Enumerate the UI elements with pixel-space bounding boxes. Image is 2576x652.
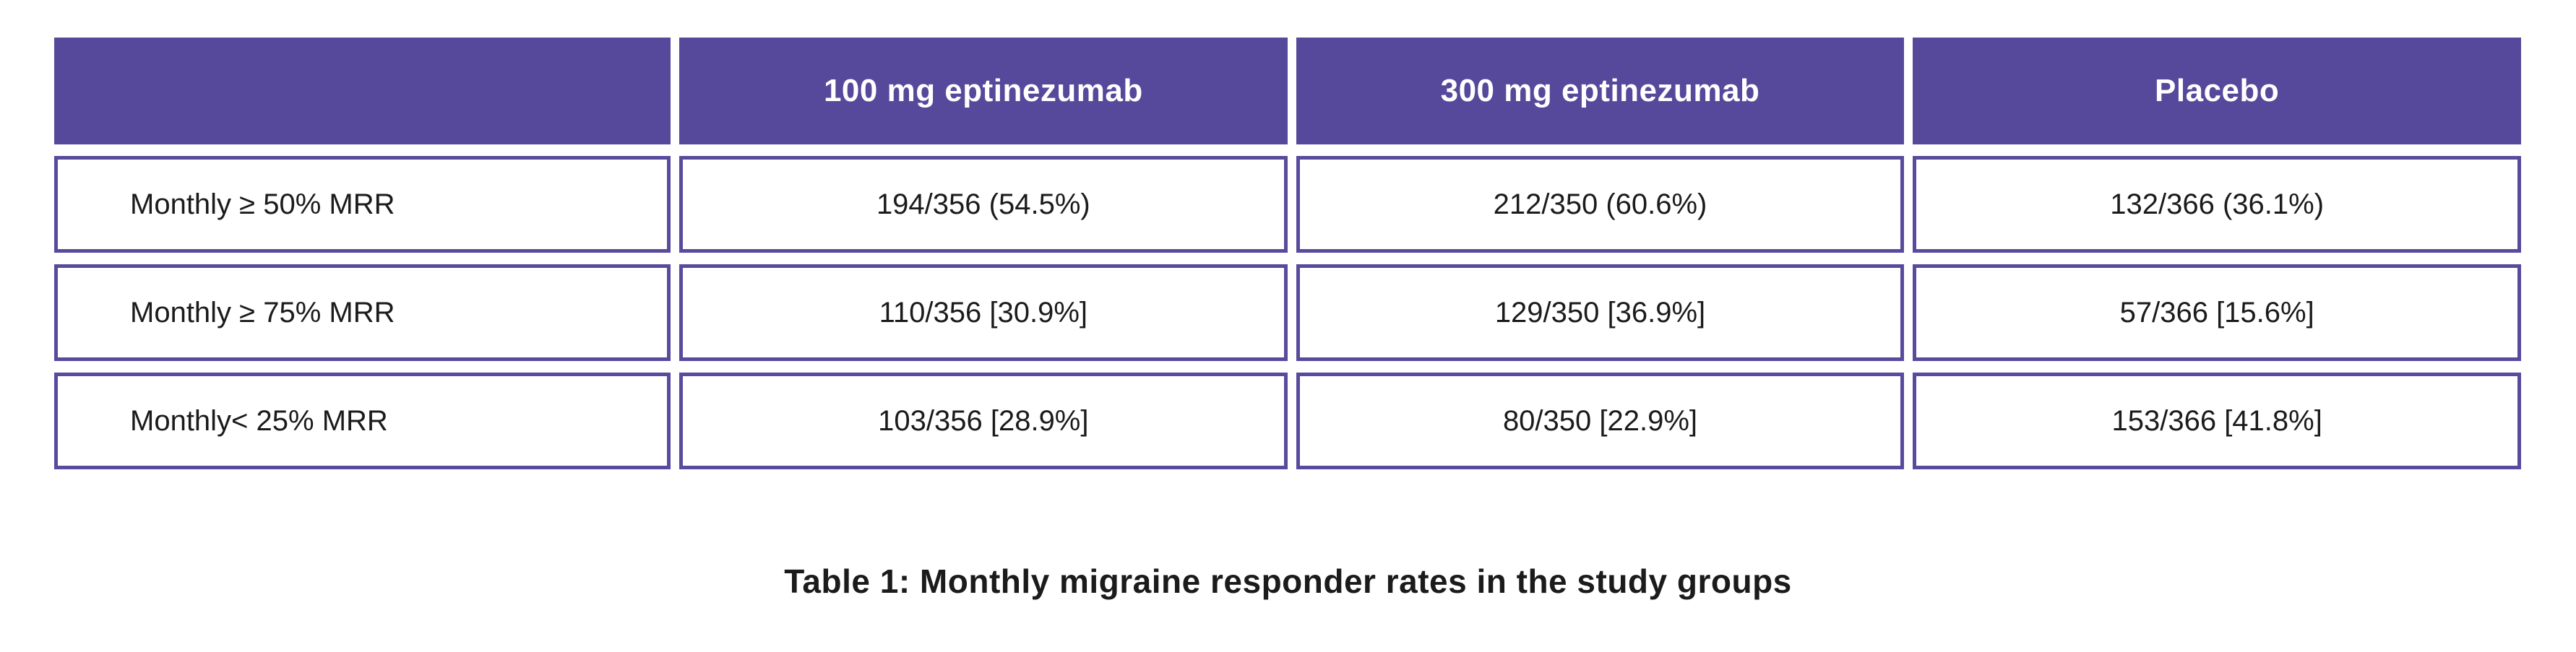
row-label-under25pct-mrr: Monthly< 25% MRR (54, 373, 671, 469)
value-cell-75pct-300mg: 129/350 [36.9%] (1296, 264, 1905, 361)
header-cell-placebo: Placebo (1913, 38, 2521, 144)
header-cell-300mg-eptinezumab: 300 mg eptinezumab (1296, 38, 1905, 144)
responder-rates-table: 100 mg eptinezumab 300 mg eptinezumab Pl… (54, 38, 2521, 469)
value-cell-50pct-placebo: 132/366 (36.1%) (1913, 156, 2521, 253)
row-label-75pct-mrr: Monthly ≥ 75% MRR (54, 264, 671, 361)
table-caption: Table 1: Monthly migraine responder rate… (784, 562, 1792, 600)
value-cell-50pct-100mg: 194/356 (54.5%) (679, 156, 1288, 253)
value-cell-50pct-300mg: 212/350 (60.6%) (1296, 156, 1905, 253)
header-cell-empty (54, 38, 671, 144)
value-cell-under25pct-300mg: 80/350 [22.9%] (1296, 373, 1905, 469)
header-cell-100mg-eptinezumab: 100 mg eptinezumab (679, 38, 1288, 144)
value-cell-under25pct-100mg: 103/356 [28.9%] (679, 373, 1288, 469)
value-cell-75pct-100mg: 110/356 [30.9%] (679, 264, 1288, 361)
value-cell-75pct-placebo: 57/366 [15.6%] (1913, 264, 2521, 361)
row-label-50pct-mrr: Monthly ≥ 50% MRR (54, 156, 671, 253)
value-cell-under25pct-placebo: 153/366 [41.8%] (1913, 373, 2521, 469)
